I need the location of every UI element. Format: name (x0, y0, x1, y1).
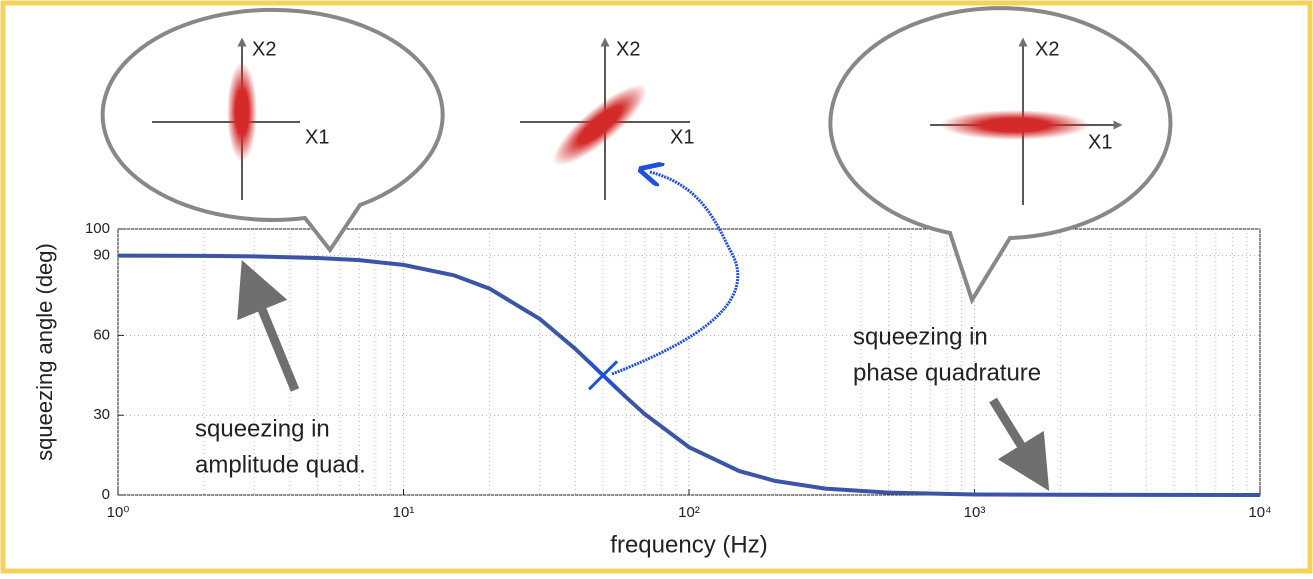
marker (587, 360, 619, 391)
y-tick-label: 0 (102, 486, 110, 503)
blue-arrow (611, 172, 740, 376)
annotation: squeezing in (195, 415, 330, 442)
squeezed-state (940, 110, 1090, 140)
squeezed-state (227, 62, 257, 162)
y-tick-label: 30 (93, 406, 110, 423)
arrow (989, 397, 1050, 491)
inset-y-label: X2 (252, 38, 276, 60)
y-axis-label: squeezing angle (deg) (32, 243, 57, 461)
y-tick-label: 60 (93, 326, 110, 343)
y-tick-label: 100 (85, 220, 110, 237)
arrow (237, 260, 300, 392)
plot-area: 10⁰ 10¹ 10² 10³ 10⁴ 0 30 60 90 100 frequency (Hz) s… (32, 220, 1272, 558)
x-tick-label: 10⁰ (107, 504, 130, 521)
x-tick-label: 10³ (964, 504, 986, 521)
x-axis-label: frequency (Hz) (610, 531, 767, 558)
inset-y-label: X2 (616, 38, 640, 60)
x-tick-label: 10⁴ (1248, 504, 1271, 521)
inset-x-label: X1 (1088, 131, 1112, 153)
annotation: squeezing in (853, 323, 988, 350)
annotation: phase quadrature (853, 359, 1041, 386)
x-tick-label: 10² (678, 504, 700, 521)
squeezed-state (552, 84, 648, 166)
inset-x-label: X1 (305, 126, 329, 148)
inset-x-label: X1 (670, 126, 694, 148)
x-tick-label: 10¹ (393, 504, 415, 521)
inset-right: X1 X2 (828, 6, 1173, 305)
inset-left: X1 X2 (100, 7, 445, 254)
inset-y-label: X2 (1035, 38, 1059, 60)
speech-bubble (828, 6, 1173, 305)
annotation: amplitude quad. (195, 451, 366, 478)
y-tick-label: 90 (93, 247, 110, 264)
speech-bubble (100, 7, 445, 254)
inset-middle: X1 X2 (520, 37, 694, 200)
